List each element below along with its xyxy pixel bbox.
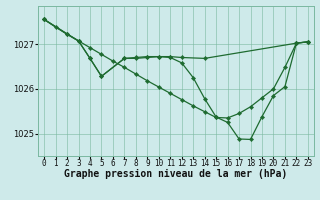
X-axis label: Graphe pression niveau de la mer (hPa): Graphe pression niveau de la mer (hPa) <box>64 169 288 179</box>
